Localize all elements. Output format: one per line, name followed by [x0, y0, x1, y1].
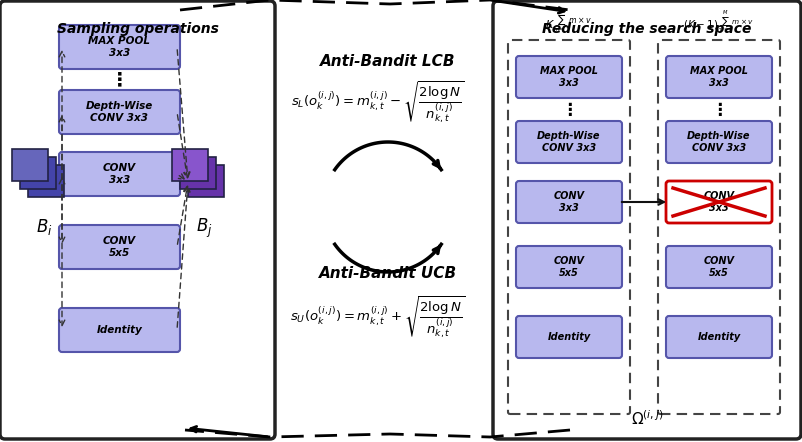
- Text: CONV
5x5: CONV 5x5: [103, 236, 136, 258]
- Text: $\Omega^{(i,j)}$: $\Omega^{(i,j)}$: [630, 409, 663, 428]
- Text: Sampling operations: Sampling operations: [57, 22, 218, 36]
- FancyBboxPatch shape: [59, 225, 180, 269]
- Text: $(K-1)^{\sum_{m=1}^{M} m \times v}$: $(K-1)^{\sum_{m=1}^{M} m \times v}$: [683, 9, 755, 34]
- FancyBboxPatch shape: [666, 316, 772, 358]
- Text: MAX POOL
3x3: MAX POOL 3x3: [690, 66, 748, 88]
- Polygon shape: [20, 157, 56, 189]
- Text: Depth-Wise
CONV 3x3: Depth-Wise CONV 3x3: [687, 131, 751, 153]
- Text: MAX POOL
3x3: MAX POOL 3x3: [540, 66, 598, 88]
- FancyBboxPatch shape: [508, 40, 630, 414]
- Polygon shape: [172, 149, 208, 181]
- Polygon shape: [12, 149, 48, 181]
- Text: CONV
5x5: CONV 5x5: [553, 256, 585, 278]
- FancyBboxPatch shape: [59, 308, 180, 352]
- FancyBboxPatch shape: [59, 90, 180, 134]
- FancyBboxPatch shape: [516, 246, 622, 288]
- Text: Identity: Identity: [698, 332, 740, 342]
- Polygon shape: [28, 165, 64, 197]
- Text: ⋮: ⋮: [561, 100, 577, 118]
- Text: Anti-Bandit UCB: Anti-Bandit UCB: [319, 267, 457, 282]
- Text: CONV
3x3: CONV 3x3: [553, 191, 585, 213]
- Text: Identity: Identity: [548, 332, 590, 342]
- Text: Depth-Wise
CONV 3x3: Depth-Wise CONV 3x3: [86, 101, 153, 123]
- FancyBboxPatch shape: [59, 25, 180, 69]
- FancyBboxPatch shape: [516, 316, 622, 358]
- FancyBboxPatch shape: [516, 121, 622, 163]
- Text: MAX POOL
3x3: MAX POOL 3x3: [88, 36, 151, 58]
- Text: ⋮: ⋮: [711, 100, 727, 118]
- FancyBboxPatch shape: [59, 152, 180, 196]
- FancyBboxPatch shape: [666, 56, 772, 98]
- FancyBboxPatch shape: [516, 181, 622, 223]
- Text: CONV
3x3: CONV 3x3: [703, 191, 735, 213]
- FancyBboxPatch shape: [666, 246, 772, 288]
- Polygon shape: [188, 165, 224, 197]
- Text: $s_U(o_k^{(i,j)}) = m_{k,t}^{(i,j)} + \sqrt{\dfrac{2\log N}{n_{k,t}^{(i,j)}}}$: $s_U(o_k^{(i,j)}) = m_{k,t}^{(i,j)} + \s…: [290, 294, 466, 340]
- Text: $B_i$: $B_i$: [36, 217, 52, 237]
- FancyBboxPatch shape: [516, 56, 622, 98]
- Text: ⋮: ⋮: [110, 70, 129, 89]
- FancyBboxPatch shape: [493, 1, 801, 439]
- Text: Anti-Bandit LCB: Anti-Bandit LCB: [320, 54, 456, 69]
- FancyBboxPatch shape: [0, 1, 275, 439]
- Text: Reducing the search space: Reducing the search space: [542, 22, 751, 36]
- FancyBboxPatch shape: [666, 121, 772, 163]
- Polygon shape: [180, 157, 216, 189]
- Text: Depth-Wise
CONV 3x3: Depth-Wise CONV 3x3: [537, 131, 601, 153]
- FancyBboxPatch shape: [666, 181, 772, 223]
- Text: Identity: Identity: [96, 325, 143, 335]
- Text: CONV
5x5: CONV 5x5: [703, 256, 735, 278]
- Text: $s_L(o_k^{(i,j)}) = m_{k,t}^{(i,j)} - \sqrt{\dfrac{2\log N}{n_{k,t}^{(i,j)}}}$: $s_L(o_k^{(i,j)}) = m_{k,t}^{(i,j)} - \s…: [291, 79, 465, 125]
- FancyBboxPatch shape: [658, 40, 780, 414]
- Text: $K^{\sum_{m=1}^{M} m \times v}$: $K^{\sum_{m=1}^{M} m \times v}$: [545, 8, 593, 34]
- Text: $B_j$: $B_j$: [196, 217, 213, 240]
- Text: CONV
3x3: CONV 3x3: [103, 163, 136, 185]
